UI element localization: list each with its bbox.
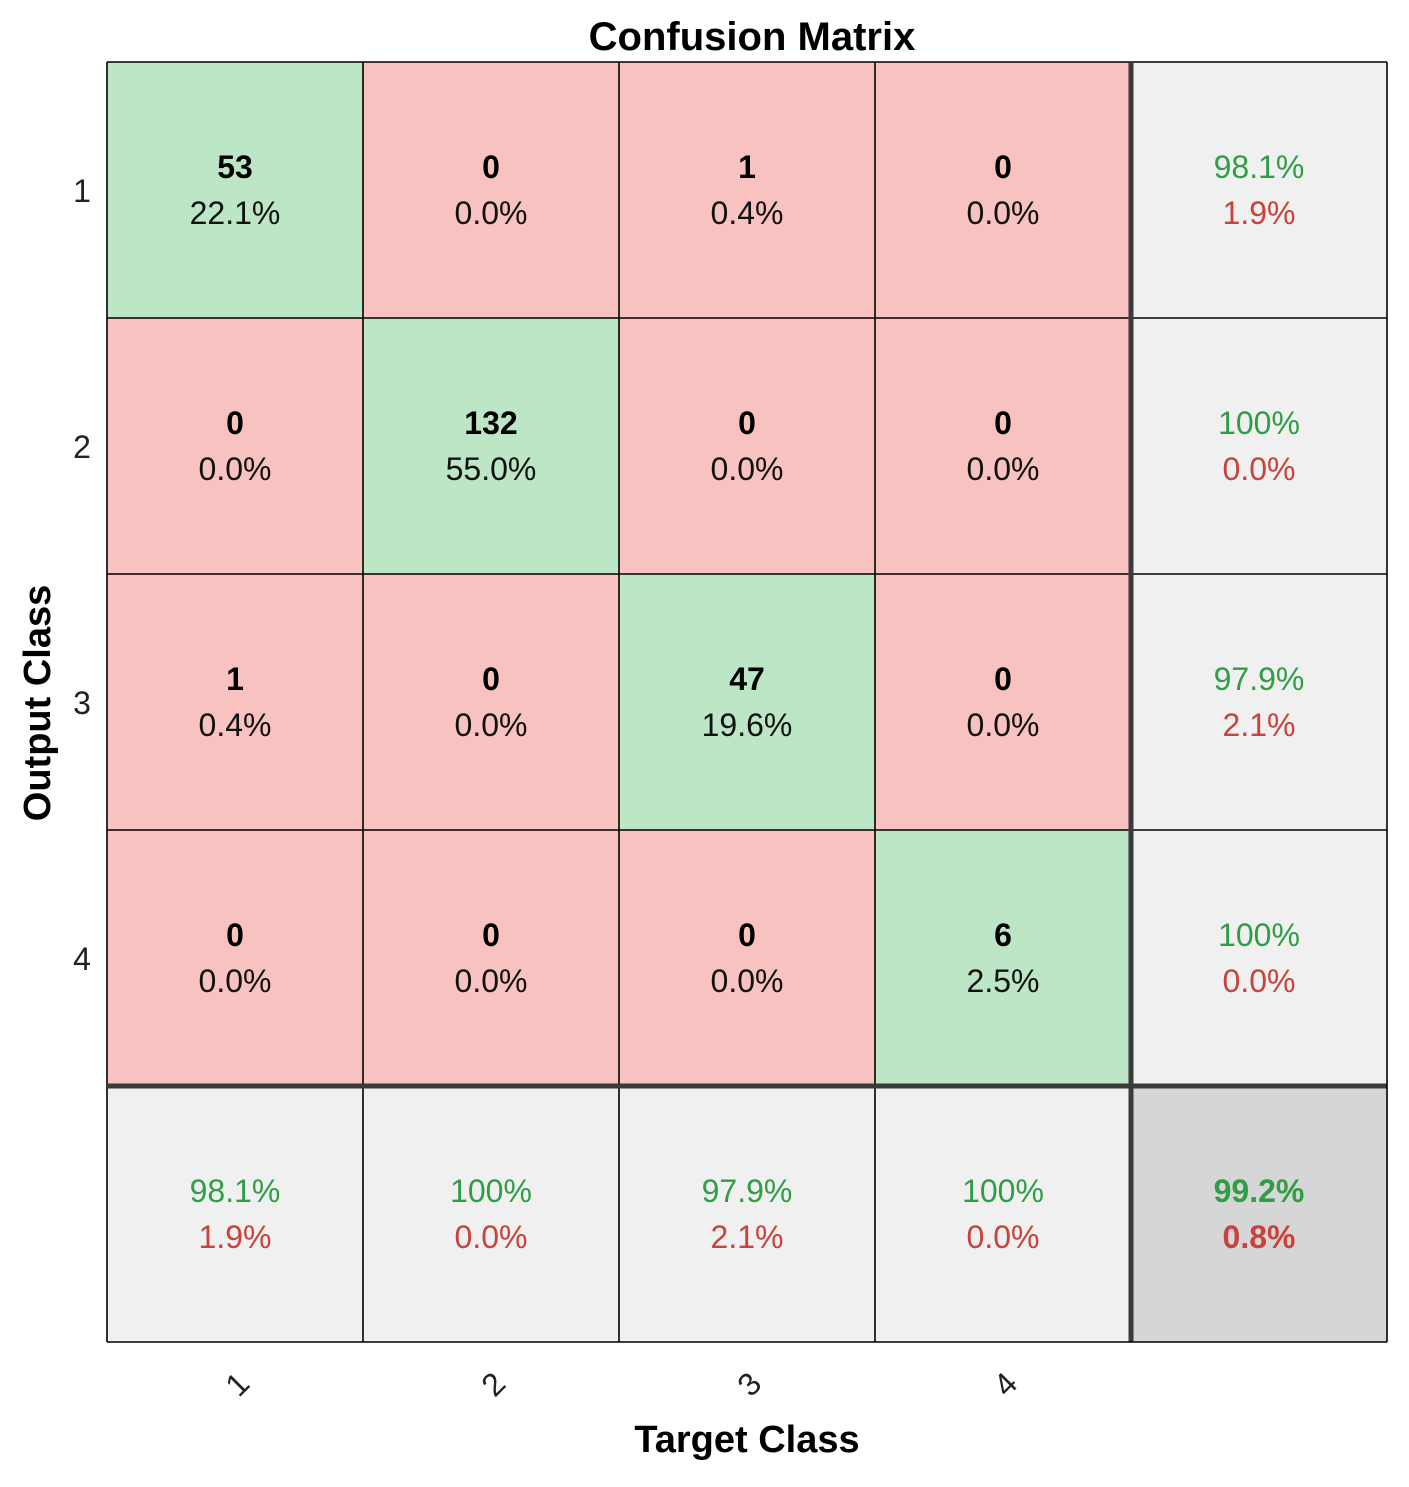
summary-correct-percent: 99.2% bbox=[1214, 1173, 1305, 1209]
cell-count: 0 bbox=[738, 405, 756, 441]
cell-count: 0 bbox=[994, 661, 1012, 697]
matrix-cell-1-3 bbox=[619, 62, 875, 318]
cell-count: 0 bbox=[738, 917, 756, 953]
cell-count: 0 bbox=[994, 149, 1012, 185]
column-summary-cell-4 bbox=[875, 1086, 1131, 1342]
summary-correct-percent: 100% bbox=[450, 1173, 532, 1209]
column-summary-cell-3 bbox=[619, 1086, 875, 1342]
matrix-cell-1-1 bbox=[107, 62, 363, 318]
summary-error-percent: 0.0% bbox=[1223, 451, 1296, 487]
cell-percent: 22.1% bbox=[190, 195, 281, 231]
summary-error-percent: 2.1% bbox=[711, 1219, 784, 1255]
summary-error-percent: 0.0% bbox=[455, 1219, 528, 1255]
summary-correct-percent: 100% bbox=[1218, 917, 1300, 953]
x-tick-label: 2 bbox=[474, 1365, 512, 1403]
cell-percent: 0.0% bbox=[967, 707, 1040, 743]
cell-percent: 0.4% bbox=[711, 195, 784, 231]
matrix-cells bbox=[107, 62, 1387, 1342]
overall-accuracy-cell bbox=[1131, 1086, 1387, 1342]
cell-percent: 55.0% bbox=[446, 451, 537, 487]
cell-percent: 2.5% bbox=[967, 963, 1040, 999]
matrix-cell-3-2 bbox=[363, 574, 619, 830]
summary-error-percent: 2.1% bbox=[1223, 707, 1296, 743]
cell-percent: 0.0% bbox=[199, 451, 272, 487]
cell-count: 0 bbox=[482, 149, 500, 185]
summary-error-percent: 1.9% bbox=[1223, 195, 1296, 231]
matrix-cell-4-3 bbox=[619, 830, 875, 1086]
summary-correct-percent: 100% bbox=[1218, 405, 1300, 441]
y-tick-label: 3 bbox=[73, 685, 91, 721]
cell-count: 53 bbox=[217, 149, 253, 185]
row-summary-cell-3 bbox=[1131, 574, 1387, 830]
cell-percent: 0.0% bbox=[711, 963, 784, 999]
summary-correct-percent: 100% bbox=[962, 1173, 1044, 1209]
summary-correct-percent: 98.1% bbox=[1214, 149, 1305, 185]
matrix-cell-1-4 bbox=[875, 62, 1131, 318]
summary-correct-percent: 97.9% bbox=[702, 1173, 793, 1209]
summary-error-percent: 0.8% bbox=[1223, 1219, 1296, 1255]
cell-percent: 0.0% bbox=[455, 707, 528, 743]
cell-percent: 0.4% bbox=[199, 707, 272, 743]
cell-count: 132 bbox=[464, 405, 517, 441]
cell-count: 6 bbox=[994, 917, 1012, 953]
matrix-cell-3-4 bbox=[875, 574, 1131, 830]
y-tick-label: 2 bbox=[73, 429, 91, 465]
matrix-cell-2-4 bbox=[875, 318, 1131, 574]
summary-correct-percent: 98.1% bbox=[190, 1173, 281, 1209]
cell-count: 1 bbox=[226, 661, 244, 697]
column-summary-cell-2 bbox=[363, 1086, 619, 1342]
x-tick-label: 4 bbox=[986, 1365, 1024, 1403]
matrix-gridlines bbox=[106, 61, 1388, 1343]
chart-title: Confusion Matrix bbox=[589, 15, 916, 59]
matrix-cell-text: 53 22.1% 0 0.0% 1 0.4% 0 0.0% 98.1% 1.9% 0 0.0% 132 5… bbox=[190, 149, 1305, 1255]
row-summary-cell-4 bbox=[1131, 830, 1387, 1086]
matrix-cell-2-1 bbox=[107, 318, 363, 574]
cell-count: 0 bbox=[482, 917, 500, 953]
matrix-cell-4-2 bbox=[363, 830, 619, 1086]
summary-error-percent: 0.0% bbox=[967, 1219, 1040, 1255]
cell-percent: 19.6% bbox=[702, 707, 793, 743]
column-summary-cell-1 bbox=[107, 1086, 363, 1342]
cell-percent: 0.0% bbox=[199, 963, 272, 999]
matrix-cell-1-2 bbox=[363, 62, 619, 318]
cell-percent: 0.0% bbox=[455, 963, 528, 999]
summary-error-percent: 1.9% bbox=[199, 1219, 272, 1255]
cell-count: 0 bbox=[994, 405, 1012, 441]
x-tick-label: 3 bbox=[730, 1365, 768, 1403]
cell-percent: 0.0% bbox=[967, 195, 1040, 231]
x-tick-label: 1 bbox=[218, 1365, 256, 1403]
matrix-cell-2-3 bbox=[619, 318, 875, 574]
x-axis-label: Target Class bbox=[634, 1419, 859, 1461]
cell-percent: 0.0% bbox=[455, 195, 528, 231]
cell-count: 47 bbox=[729, 661, 765, 697]
matrix-cell-3-3 bbox=[619, 574, 875, 830]
matrix-cell-3-1 bbox=[107, 574, 363, 830]
y-axis-label: Output Class bbox=[17, 585, 59, 821]
summary-correct-percent: 97.9% bbox=[1214, 661, 1305, 697]
cell-count: 0 bbox=[226, 405, 244, 441]
cell-percent: 0.0% bbox=[967, 451, 1040, 487]
cell-percent: 0.0% bbox=[711, 451, 784, 487]
cell-count: 1 bbox=[738, 149, 756, 185]
row-summary-cell-2 bbox=[1131, 318, 1387, 574]
y-tick-label: 1 bbox=[73, 173, 91, 209]
cell-count: 0 bbox=[482, 661, 500, 697]
summary-error-percent: 0.0% bbox=[1223, 963, 1296, 999]
matrix-cell-2-2 bbox=[363, 318, 619, 574]
y-tick-label: 4 bbox=[73, 941, 91, 977]
row-summary-cell-1 bbox=[1131, 62, 1387, 318]
cell-count: 0 bbox=[226, 917, 244, 953]
matrix-cell-4-4 bbox=[875, 830, 1131, 1086]
matrix-cell-4-1 bbox=[107, 830, 363, 1086]
